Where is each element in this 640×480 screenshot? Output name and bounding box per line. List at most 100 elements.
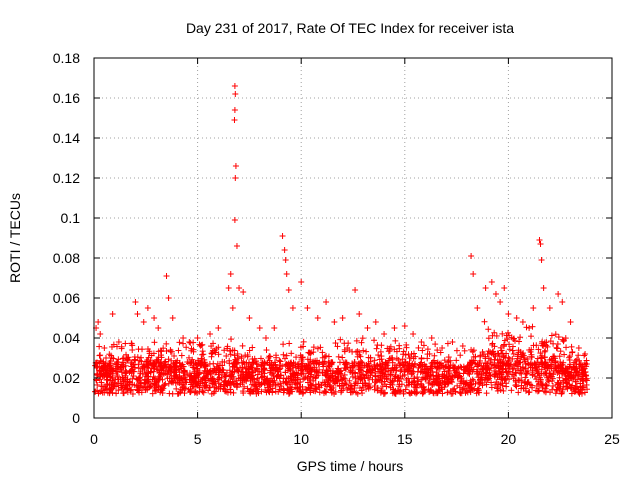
data-point — [127, 367, 134, 374]
data-point — [180, 340, 187, 347]
data-point — [165, 380, 172, 387]
data-point — [316, 366, 323, 373]
data-point — [400, 348, 407, 355]
data-point — [283, 271, 290, 277]
data-point — [273, 354, 280, 361]
x-tick-label: 20 — [501, 431, 517, 447]
data-point — [530, 305, 537, 311]
data-point — [474, 305, 481, 311]
data-point — [558, 368, 565, 375]
data-point — [163, 273, 170, 279]
data-point — [517, 334, 524, 341]
data-point — [289, 305, 296, 311]
data-point — [155, 384, 162, 391]
data-point — [191, 383, 198, 390]
data-point — [528, 346, 535, 353]
data-point — [285, 287, 292, 293]
data-point — [373, 345, 380, 352]
data-point — [233, 365, 240, 372]
data-point — [195, 378, 202, 385]
data-point — [477, 376, 484, 383]
data-point — [560, 377, 567, 384]
data-point — [203, 362, 210, 369]
data-point — [265, 388, 272, 395]
data-point — [568, 390, 575, 397]
data-point — [425, 372, 432, 379]
data-point — [494, 374, 501, 381]
data-point — [155, 359, 162, 366]
data-point — [455, 364, 462, 371]
data-point — [471, 385, 478, 392]
data-point — [390, 378, 397, 385]
data-point — [515, 347, 522, 354]
data-point — [399, 356, 406, 363]
data-point — [463, 379, 470, 386]
data-point — [114, 358, 121, 365]
data-point — [266, 381, 273, 388]
data-point — [222, 386, 229, 393]
data-point — [198, 355, 205, 362]
data-point — [569, 375, 576, 382]
data-point — [414, 374, 421, 381]
data-point — [518, 382, 525, 389]
data-point — [430, 390, 437, 397]
data-point — [569, 348, 576, 355]
data-point — [431, 352, 438, 359]
data-point — [97, 331, 104, 337]
data-point — [288, 350, 295, 357]
data-point — [367, 354, 374, 361]
data-point — [234, 350, 241, 357]
data-point — [274, 373, 281, 380]
data-point — [556, 385, 563, 392]
data-point — [369, 366, 376, 373]
data-point — [372, 319, 379, 325]
data-point — [280, 341, 287, 348]
data-point — [261, 360, 268, 367]
data-point — [303, 365, 310, 372]
data-point — [244, 385, 251, 392]
data-point — [134, 376, 141, 383]
data-point — [241, 383, 248, 390]
data-point — [126, 381, 133, 388]
data-point — [310, 374, 317, 381]
data-point — [175, 347, 182, 354]
x-tick-label: 25 — [604, 431, 620, 447]
data-point — [556, 353, 563, 360]
data-point — [505, 370, 512, 377]
data-point — [342, 380, 349, 387]
data-point — [117, 364, 124, 371]
data-point — [446, 365, 453, 372]
data-point — [378, 353, 385, 360]
data-point — [232, 163, 239, 169]
data-point — [97, 357, 104, 364]
data-point — [107, 358, 114, 365]
data-point — [482, 355, 489, 362]
data-point — [162, 358, 169, 365]
data-point — [161, 382, 168, 389]
data-point — [150, 359, 157, 366]
data-point — [140, 363, 147, 370]
data-point — [144, 305, 151, 311]
data-point — [414, 377, 421, 384]
data-point — [253, 381, 260, 388]
data-point — [510, 365, 517, 372]
data-point — [510, 335, 517, 342]
data-point — [94, 359, 101, 366]
data-point — [223, 352, 230, 359]
data-point — [371, 361, 378, 368]
data-point — [128, 367, 135, 374]
x-tick-label: 0 — [90, 431, 98, 447]
data-point — [428, 335, 435, 341]
data-point — [544, 374, 551, 381]
data-point — [326, 363, 333, 370]
data-point — [273, 373, 280, 380]
data-point — [301, 375, 308, 382]
data-point — [227, 389, 234, 396]
data-point — [381, 389, 388, 396]
data-point — [145, 376, 152, 383]
data-point — [488, 279, 495, 285]
data-point — [181, 368, 188, 375]
data-point — [219, 366, 226, 373]
data-point — [344, 345, 351, 352]
data-point — [103, 386, 110, 393]
